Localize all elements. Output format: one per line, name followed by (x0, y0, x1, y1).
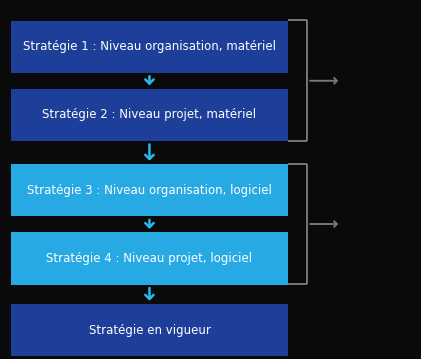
FancyBboxPatch shape (11, 20, 288, 73)
FancyBboxPatch shape (11, 304, 288, 356)
FancyBboxPatch shape (11, 89, 288, 141)
Text: Stratégie 4 : Niveau projet, logiciel: Stratégie 4 : Niveau projet, logiciel (46, 252, 253, 265)
Text: Stratégie en vigueur: Stratégie en vigueur (88, 324, 210, 337)
Text: Stratégie 3 : Niveau organisation, logiciel: Stratégie 3 : Niveau organisation, logic… (27, 184, 272, 197)
FancyBboxPatch shape (11, 233, 288, 284)
Text: Stratégie 2 : Niveau projet, matériel: Stratégie 2 : Niveau projet, matériel (43, 108, 256, 121)
Text: Stratégie 1 : Niveau organisation, matériel: Stratégie 1 : Niveau organisation, matér… (23, 40, 276, 53)
FancyBboxPatch shape (11, 164, 288, 216)
